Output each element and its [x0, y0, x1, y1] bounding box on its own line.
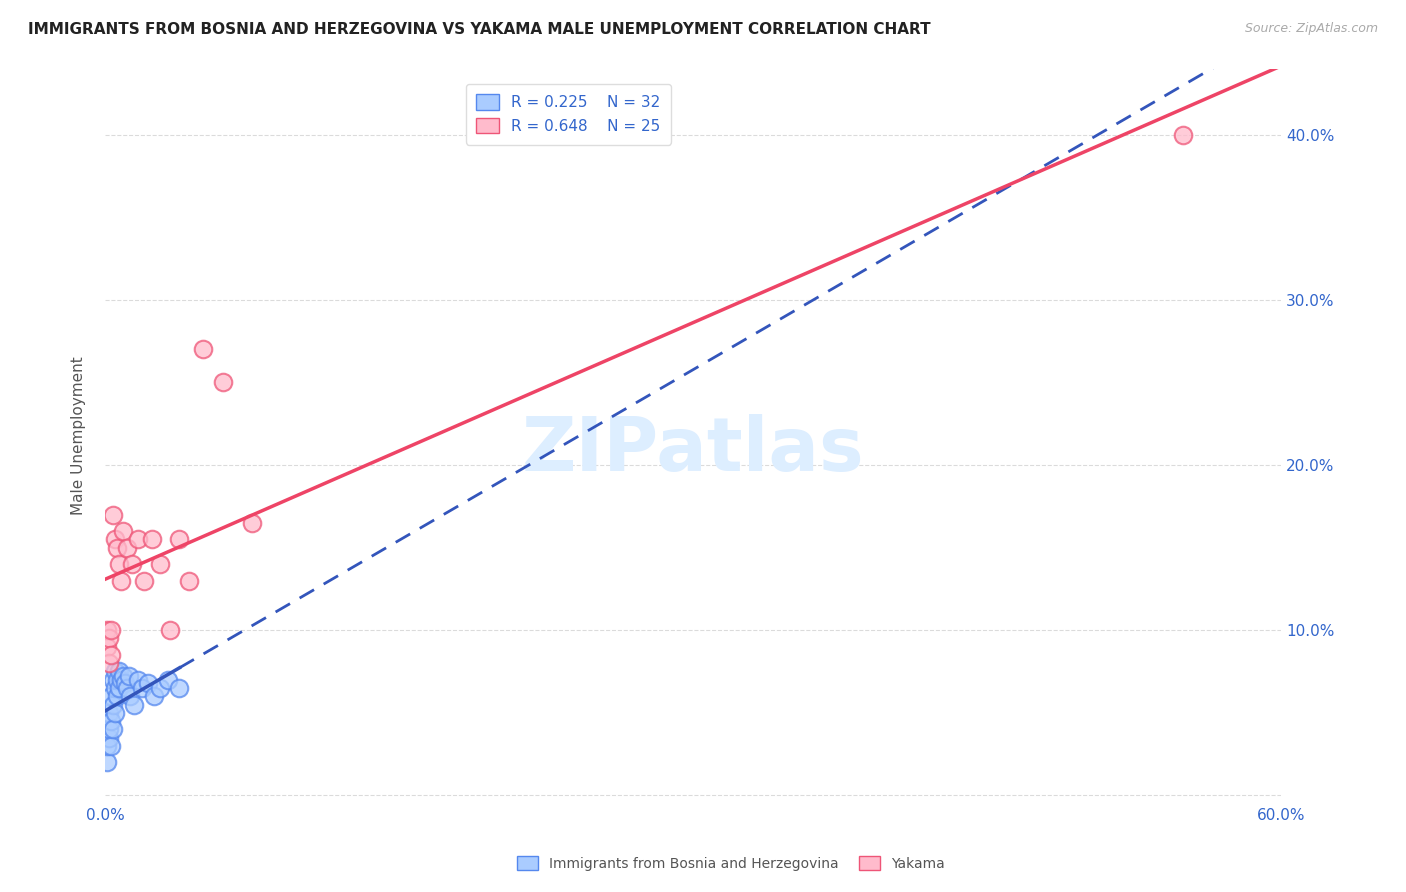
Point	[107, 681, 129, 695]
Point	[105, 673, 128, 687]
Point	[101, 723, 124, 737]
Point	[111, 669, 134, 683]
Point	[104, 665, 127, 679]
Point	[107, 557, 129, 571]
Point	[96, 739, 118, 753]
Point	[121, 557, 143, 571]
Point	[97, 723, 120, 737]
Point	[96, 640, 118, 654]
Point	[141, 533, 163, 547]
Point	[100, 690, 122, 704]
Point	[211, 376, 233, 390]
Point	[143, 690, 166, 704]
Point	[159, 623, 181, 637]
Point	[101, 673, 124, 687]
Point	[97, 657, 120, 671]
Text: ZIPatlas: ZIPatlas	[522, 414, 865, 487]
Point	[169, 681, 191, 695]
Point	[149, 557, 172, 571]
Point	[136, 676, 159, 690]
Point	[111, 524, 134, 538]
Point	[240, 516, 263, 530]
Point	[134, 574, 156, 588]
Point	[96, 756, 118, 770]
Point	[104, 706, 127, 720]
Point	[179, 574, 201, 588]
Point	[110, 673, 132, 687]
Point	[114, 676, 136, 690]
Point	[149, 681, 172, 695]
Point	[191, 343, 214, 357]
Point	[120, 690, 142, 704]
Point	[100, 623, 122, 637]
Point	[124, 698, 146, 712]
Point	[101, 508, 124, 522]
Point	[105, 690, 128, 704]
Point	[1173, 128, 1195, 142]
Point	[97, 706, 120, 720]
Point	[100, 739, 122, 753]
Point	[97, 632, 120, 646]
Point	[117, 669, 139, 683]
Point	[169, 533, 191, 547]
Legend: R = 0.225    N = 32, R = 0.648    N = 25: R = 0.225 N = 32, R = 0.648 N = 25	[465, 84, 671, 145]
Point	[100, 648, 122, 662]
Point	[96, 623, 118, 637]
Point	[110, 574, 132, 588]
Text: Source: ZipAtlas.com: Source: ZipAtlas.com	[1244, 22, 1378, 36]
Point	[127, 533, 149, 547]
Point	[104, 681, 127, 695]
Point	[97, 731, 120, 745]
Legend: Immigrants from Bosnia and Herzegovina, Yakama: Immigrants from Bosnia and Herzegovina, …	[512, 850, 950, 876]
Point	[131, 681, 153, 695]
Text: IMMIGRANTS FROM BOSNIA AND HERZEGOVINA VS YAKAMA MALE UNEMPLOYMENT CORRELATION C: IMMIGRANTS FROM BOSNIA AND HERZEGOVINA V…	[28, 22, 931, 37]
Point	[105, 541, 128, 555]
Point	[115, 541, 138, 555]
Point	[127, 673, 149, 687]
Y-axis label: Male Unemployment: Male Unemployment	[72, 357, 86, 516]
Point	[104, 533, 127, 547]
Point	[156, 673, 179, 687]
Point	[115, 681, 138, 695]
Point	[107, 665, 129, 679]
Point	[101, 698, 124, 712]
Point	[100, 714, 122, 728]
